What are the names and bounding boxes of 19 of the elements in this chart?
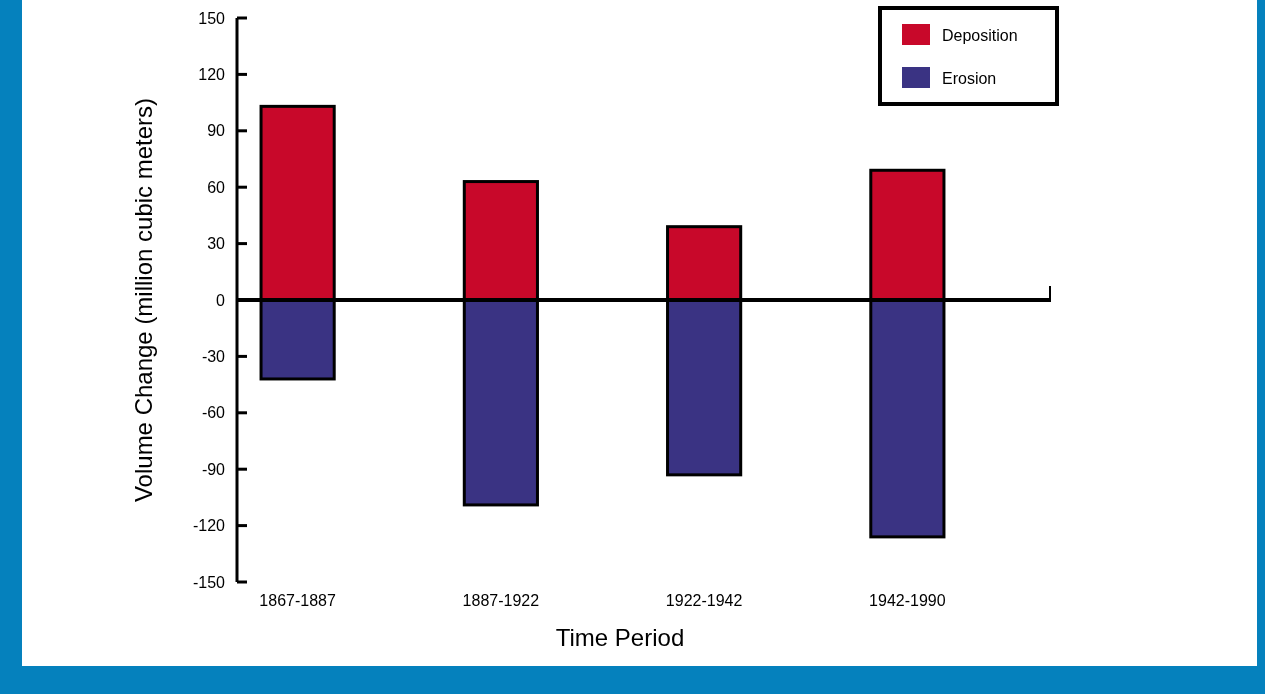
y-tick-label: 0 (216, 291, 226, 309)
y-tick-label: -30 (201, 348, 226, 365)
y-tick-label: 150 (198, 9, 226, 27)
legend-label: Erosion (942, 69, 997, 87)
y-tick-label: -120 (192, 517, 226, 535)
y-tick-label: -90 (201, 460, 226, 478)
x-tick-label: 1942-1990 (869, 592, 946, 609)
legend-label: Deposition (942, 26, 1018, 44)
x-tick-label: 1887-1922 (462, 592, 540, 609)
y-tick-label: 120 (198, 66, 226, 83)
x-axis-title: Time Period (555, 624, 685, 651)
x-tick-label: 1867-1887 (259, 592, 336, 609)
y-axis-title: Volume Change (million cubic meters) (130, 97, 157, 503)
y-tick-label: -150 (192, 573, 226, 591)
x-tick-label: 1922-1942 (665, 592, 743, 609)
y-tick-label: 30 (207, 235, 226, 253)
y-tick-label: -60 (201, 404, 226, 422)
y-tick-label: 60 (207, 178, 226, 196)
y-tick-label: 90 (207, 122, 226, 140)
